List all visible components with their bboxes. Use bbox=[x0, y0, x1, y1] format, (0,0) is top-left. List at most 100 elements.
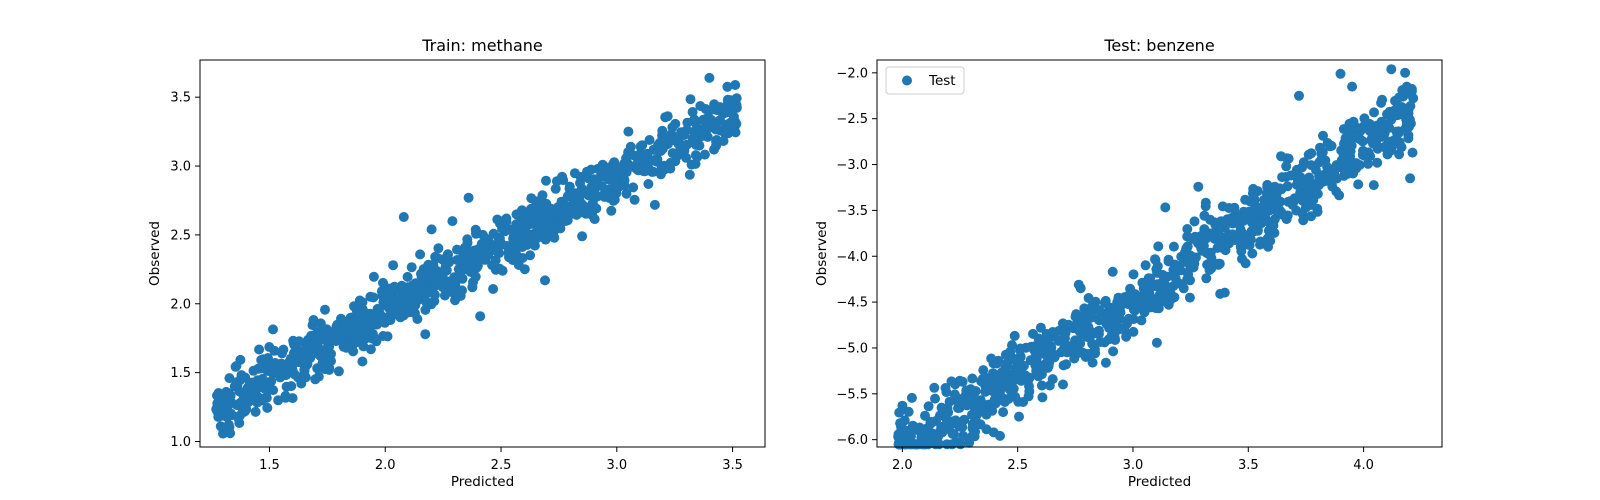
data-point bbox=[1312, 188, 1323, 199]
data-point bbox=[288, 348, 299, 359]
data-point bbox=[1010, 391, 1021, 402]
data-point bbox=[433, 243, 444, 254]
data-point bbox=[603, 162, 613, 173]
data-point bbox=[1379, 142, 1389, 153]
data-point bbox=[310, 374, 321, 385]
data-point bbox=[592, 178, 603, 189]
data-point bbox=[1115, 307, 1126, 318]
data-point bbox=[1211, 259, 1222, 270]
legend: Test bbox=[885, 66, 965, 95]
data-point bbox=[264, 342, 275, 352]
data-point bbox=[1230, 235, 1241, 245]
data-point bbox=[1182, 231, 1193, 242]
data-point bbox=[989, 387, 1000, 398]
points-layer bbox=[211, 72, 742, 439]
data-point bbox=[685, 94, 696, 105]
data-point bbox=[289, 369, 300, 380]
data-point bbox=[1306, 211, 1317, 222]
data-point bbox=[409, 308, 420, 319]
data-point bbox=[1128, 326, 1139, 337]
data-point bbox=[555, 223, 566, 234]
data-point bbox=[560, 200, 570, 211]
test-scatter-chart: 2.0 2.5 3.0 3.5 4.0 −6.0 −5.5 −5.0 −4.5 −4.0 −3.5… bbox=[814, 36, 1443, 490]
data-point bbox=[1358, 145, 1368, 156]
data-point bbox=[341, 342, 352, 353]
data-point bbox=[475, 311, 486, 322]
data-point bbox=[1351, 122, 1362, 133]
data-point bbox=[1150, 255, 1161, 265]
data-point bbox=[911, 424, 922, 435]
data-point bbox=[1089, 344, 1100, 355]
data-point bbox=[1184, 292, 1195, 303]
data-point bbox=[681, 139, 692, 150]
data-point bbox=[564, 183, 575, 194]
data-point bbox=[395, 312, 406, 323]
axes-frame bbox=[876, 59, 1443, 448]
data-point bbox=[1348, 168, 1358, 179]
data-point bbox=[377, 311, 387, 322]
data-point bbox=[690, 158, 701, 169]
data-point bbox=[333, 366, 344, 377]
data-point bbox=[1108, 346, 1119, 357]
data-point bbox=[225, 428, 236, 439]
data-point bbox=[1043, 361, 1054, 372]
data-point bbox=[1347, 132, 1358, 143]
data-point bbox=[1403, 133, 1414, 144]
data-point bbox=[1302, 185, 1313, 196]
data-point bbox=[969, 431, 980, 442]
data-point bbox=[1200, 197, 1211, 208]
data-point bbox=[1162, 288, 1173, 299]
data-point bbox=[722, 81, 733, 92]
data-point bbox=[1050, 350, 1061, 360]
data-point bbox=[492, 214, 503, 225]
data-point bbox=[968, 391, 979, 402]
y-tick-label: −2.0 bbox=[836, 66, 868, 81]
data-point bbox=[510, 248, 521, 259]
data-point bbox=[893, 429, 904, 440]
data-point bbox=[1407, 147, 1418, 158]
chart-title: Test: benzene bbox=[1103, 36, 1214, 55]
y-axis-label: Observed bbox=[147, 221, 163, 286]
data-point bbox=[382, 331, 393, 342]
data-point bbox=[1403, 104, 1414, 115]
data-point bbox=[225, 390, 236, 401]
data-point bbox=[954, 417, 965, 428]
data-point bbox=[513, 260, 524, 270]
data-point bbox=[1276, 151, 1286, 162]
data-point bbox=[1306, 160, 1317, 171]
y-tick-label: −3.5 bbox=[836, 204, 868, 219]
data-point bbox=[1285, 170, 1296, 181]
data-point bbox=[1248, 183, 1259, 194]
data-point bbox=[1262, 179, 1273, 190]
data-point bbox=[1368, 180, 1379, 191]
legend-label: Test bbox=[928, 73, 956, 89]
data-point bbox=[621, 188, 632, 199]
data-point bbox=[316, 323, 327, 334]
data-point bbox=[895, 418, 906, 429]
data-point bbox=[213, 411, 224, 422]
data-point bbox=[651, 156, 662, 167]
data-point bbox=[527, 231, 538, 242]
data-point bbox=[222, 412, 233, 423]
data-point bbox=[411, 293, 422, 304]
data-point bbox=[1014, 411, 1024, 422]
data-point bbox=[541, 175, 551, 186]
data-point bbox=[455, 263, 466, 274]
data-point bbox=[906, 392, 917, 403]
data-point bbox=[1028, 328, 1038, 339]
data-point bbox=[262, 402, 273, 413]
data-point bbox=[638, 153, 649, 164]
data-point bbox=[669, 133, 680, 144]
data-point bbox=[1009, 330, 1020, 341]
data-point bbox=[1095, 337, 1106, 347]
legend-marker bbox=[902, 75, 912, 86]
data-point bbox=[1405, 118, 1416, 129]
data-point bbox=[442, 249, 453, 260]
data-point bbox=[1326, 140, 1337, 151]
data-point bbox=[1298, 215, 1309, 226]
y-tick-label: 1.0 bbox=[170, 435, 191, 450]
data-point bbox=[1191, 233, 1201, 244]
data-point bbox=[1070, 335, 1081, 346]
data-point bbox=[949, 389, 960, 400]
data-point bbox=[967, 419, 978, 429]
